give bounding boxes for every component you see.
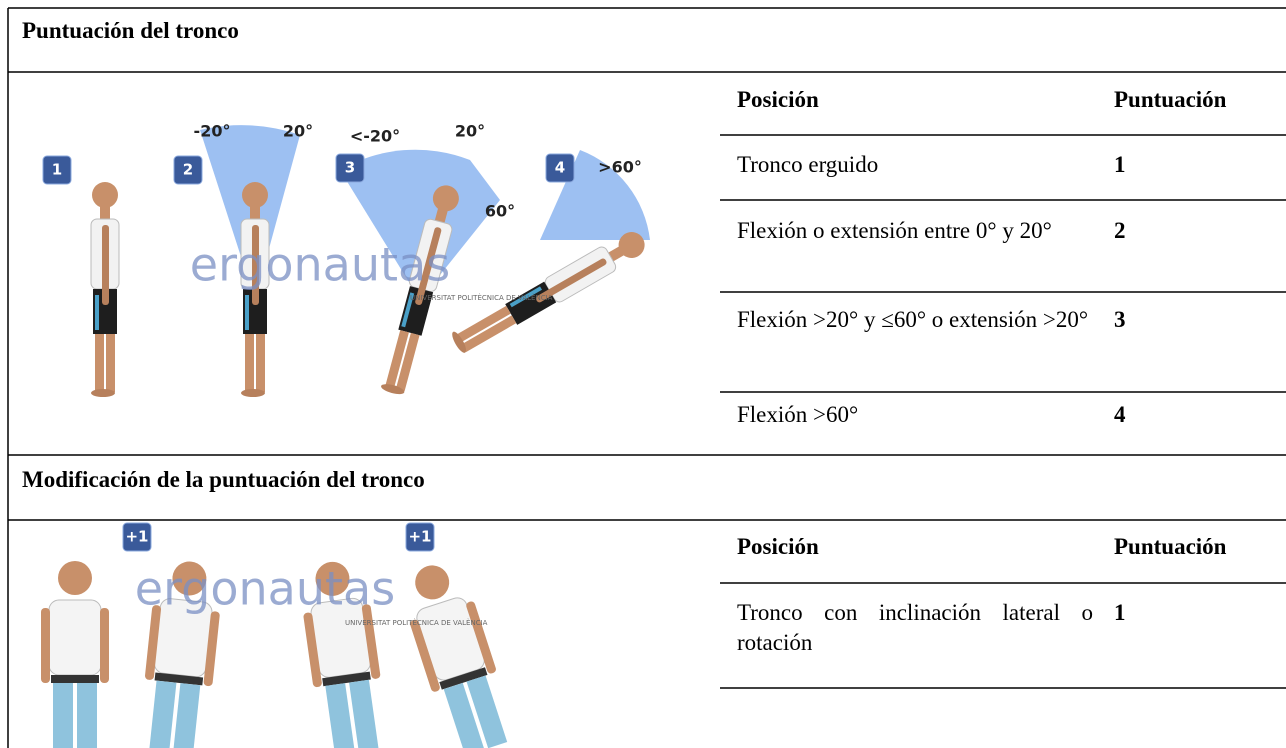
score-cell: 3 [1114, 307, 1126, 332]
badge-box [42, 155, 72, 185]
angle-label: 20° [283, 122, 313, 141]
badge-box [173, 155, 203, 185]
badge-label: 1 [52, 161, 62, 179]
position-cell: Tronco con inclinación lateral o rotació… [737, 600, 1093, 655]
badge-box [405, 522, 435, 552]
table-lines [7, 7, 1286, 748]
institution: UNIVERSITAT POLITÈCNICA DE VALÈNCIA [410, 293, 553, 302]
watermark: ergonautas [135, 562, 395, 616]
column-header: Posición [737, 534, 819, 559]
position-cell: Flexión >60° [737, 402, 859, 427]
badge-label: 3 [345, 159, 355, 177]
badge-label: +1 [125, 528, 148, 546]
angle-label: -20° [194, 122, 231, 141]
score-cell: 4 [1114, 402, 1126, 427]
badge-label: +1 [408, 528, 431, 546]
score-cell: 1 [1114, 152, 1126, 177]
badge-box [335, 153, 365, 183]
angle-label: 60° [485, 202, 515, 221]
watermark: ergonautas [190, 238, 450, 292]
institution: UNIVERSITAT POLITÈCNICA DE VALÈNCIA [345, 618, 488, 627]
column-header: Posición [737, 87, 819, 112]
angle-label: >60° [598, 158, 642, 177]
badge-box [545, 153, 575, 183]
badge-label: 4 [555, 159, 565, 177]
badge-label: 2 [183, 161, 193, 179]
section-title: Modificación de la puntuación del tronco [22, 467, 425, 492]
score-cell: 1 [1114, 600, 1126, 625]
figure-trunk-score [90, 125, 651, 398]
column-header: Puntuación [1114, 87, 1227, 112]
section-title: Puntuación del tronco [22, 18, 239, 43]
score-cell: 2 [1114, 218, 1126, 243]
position-cell: Flexión >20° y ≤60° o extensión >20° [737, 307, 1089, 332]
angle-label: 20° [455, 122, 485, 141]
position-cell: Flexión o extensión entre 0° y 20° [737, 218, 1052, 243]
position-cell: Tronco erguido [737, 152, 879, 177]
angle-label: <-20° [350, 127, 400, 146]
column-header: Puntuación [1114, 534, 1227, 559]
badge-box [122, 522, 152, 552]
